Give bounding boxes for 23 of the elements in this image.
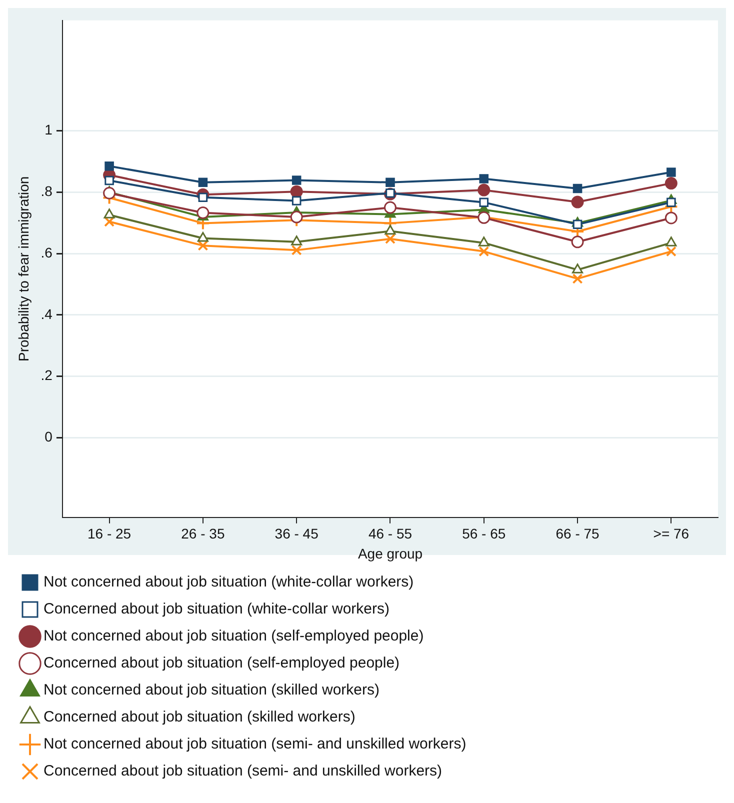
y-tick-label: 1 <box>44 122 53 138</box>
legend-label: Concerned about job situation (skilled workers) <box>44 708 356 726</box>
y-tick-label: .6 <box>40 244 53 260</box>
legend-label: Not concerned about job situation (white-collar workers) <box>44 574 414 591</box>
x-tick-label: 56 - 65 <box>462 526 506 542</box>
legend-label: Not concerned about job situation (skilled workers) <box>44 682 380 699</box>
y-tick-label: .2 <box>40 367 53 384</box>
x-tick-label: 46 - 55 <box>368 526 412 542</box>
y-tick-label: 0 <box>44 428 53 444</box>
legend-label: Concerned about job situation (self-employed people) <box>44 654 400 672</box>
legend-label: Concerned about job situation (white-collar workers) <box>44 600 390 618</box>
y-axis-title: Probability to fear immigration <box>15 176 32 362</box>
x-tick-label: 16 - 25 <box>88 526 132 542</box>
x-tick-label: 36 - 45 <box>274 526 319 542</box>
legend-label: Concerned about job situation (semi- and unskilled workers) <box>44 762 442 780</box>
y-tick-label: .4 <box>40 306 53 322</box>
legend-label: Not concerned about job situation (semi- and unskilled workers) <box>44 736 466 753</box>
x-axis-title: Age group <box>358 545 423 562</box>
y-tick-label: .8 <box>40 183 53 200</box>
x-tick-label: 66 - 75 <box>556 526 600 542</box>
x-tick-label: 26 - 35 <box>181 526 225 542</box>
legend-label: Not concerned about job situation (self-employed people) <box>44 628 424 645</box>
x-tick-label: >= 76 <box>653 526 690 542</box>
